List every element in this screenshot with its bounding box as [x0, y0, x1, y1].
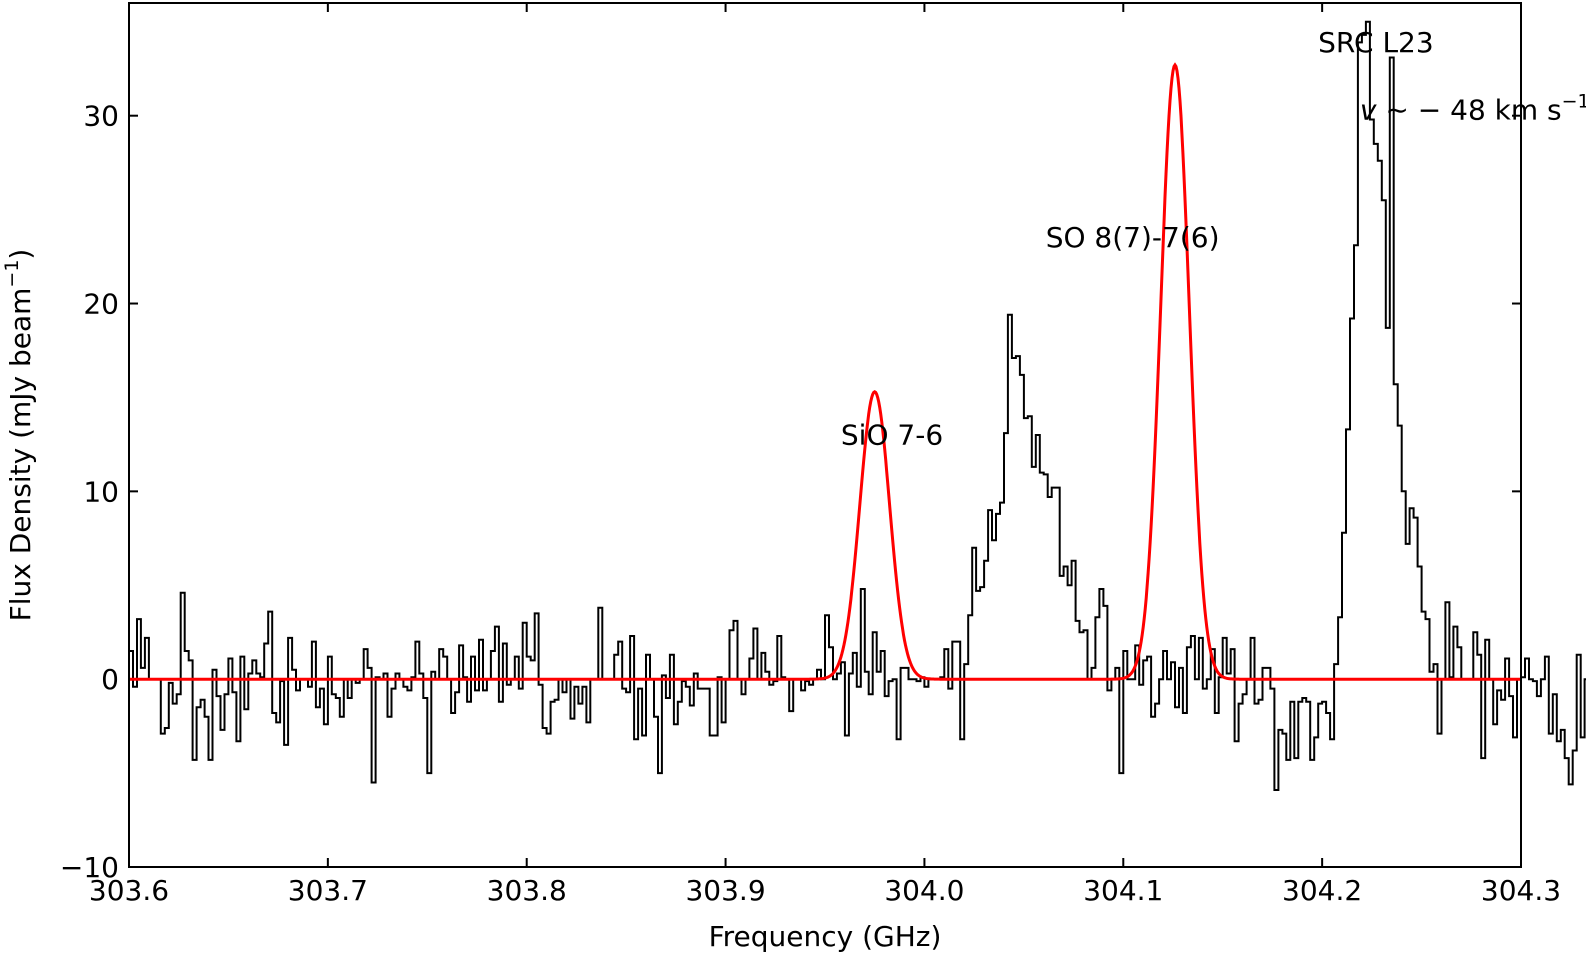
- annotations: SiO 7-6 SO 8(7)-7(6) SRC L23: [841, 26, 1434, 452]
- y-tick-label: 10: [83, 475, 119, 508]
- x-tick-label: 303.8: [487, 874, 567, 907]
- velocity-symbol: v: [1360, 93, 1377, 126]
- spectrum-data-line: [129, 20, 1586, 791]
- velocity-unit-sup: −1: [1562, 90, 1586, 112]
- x-tick-label: 304.1: [1083, 874, 1163, 907]
- velocity-annotation: v ∼ − 48 km s−1: [1360, 90, 1586, 126]
- annotation-label: SRC L23: [1318, 26, 1434, 59]
- tick-labels: 303.6 303.7 303.8 303.9 304.0 304.1 304.2 304.3…: [60, 100, 1561, 907]
- x-tick-label: 303.6: [89, 874, 169, 907]
- y-tick-label: 20: [83, 288, 119, 321]
- velocity-value: ∼ − 48 km s: [1377, 93, 1562, 126]
- annotation-label: SiO 7-6: [841, 418, 943, 451]
- y-tick-label: 30: [83, 100, 119, 133]
- plot-frame: [128, 2, 1522, 868]
- y-axis-label-close: ): [4, 249, 37, 260]
- y-tick-label: −10: [60, 851, 119, 884]
- x-tick-label: 304.0: [884, 874, 964, 907]
- axis-ticks: [128, 3, 1522, 868]
- x-tick-label: 303.7: [288, 874, 368, 907]
- x-tick-label: 303.9: [685, 874, 765, 907]
- x-tick-label: 304.2: [1282, 874, 1362, 907]
- y-axis-label: Flux Density (mJy beam−1): [1, 249, 37, 622]
- x-tick-label: 304.3: [1481, 874, 1561, 907]
- x-axis-label: Frequency (GHz): [709, 920, 942, 953]
- annotation-label: SO 8(7)-7(6): [1046, 221, 1220, 254]
- y-tick-label: 0: [101, 663, 119, 696]
- y-axis-label-main: Flux Density (mJy beam: [4, 288, 37, 622]
- y-axis-label-sup: −1: [1, 260, 23, 288]
- gaussian-fit-line: [129, 62, 1521, 681]
